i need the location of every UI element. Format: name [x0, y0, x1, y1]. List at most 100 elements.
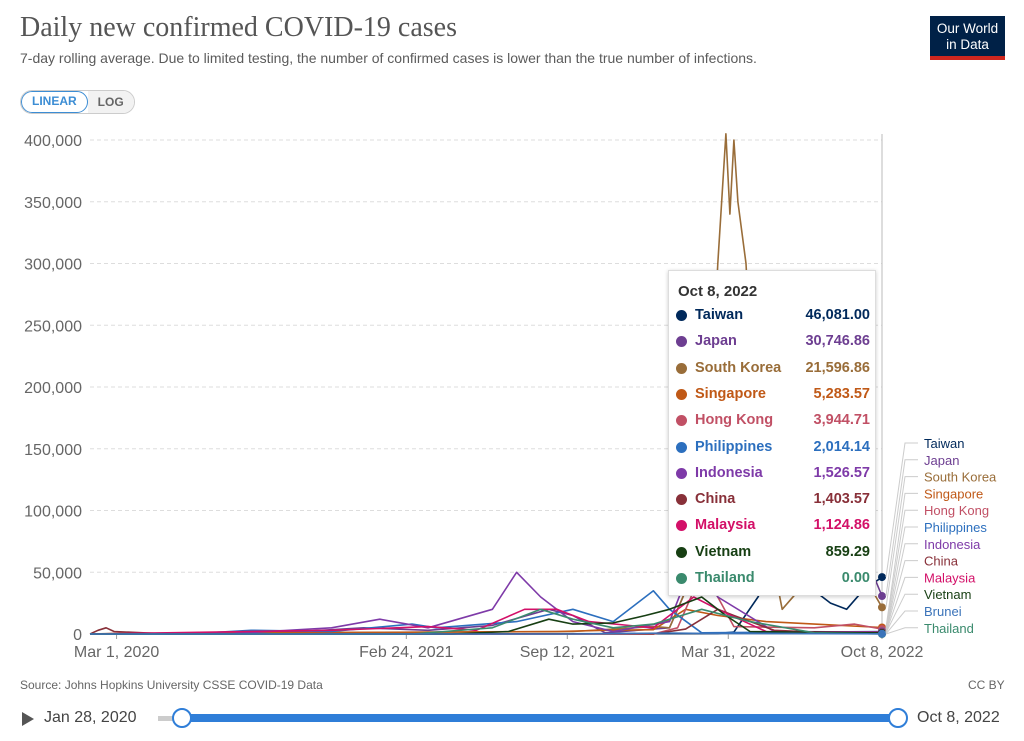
tooltip-series-value: 0.00 — [841, 570, 870, 586]
tooltip-series-value: 30,746.86 — [805, 333, 870, 350]
series-line-china — [89, 608, 883, 635]
end-label-philippines: Philippines — [924, 520, 987, 535]
end-label-vietnam: Vietnam — [924, 587, 971, 602]
y-tick-label: 100,000 — [24, 504, 82, 521]
legend-dot-icon — [676, 494, 687, 506]
end-label-malaysia: Malaysia — [924, 570, 976, 585]
end-dot-taiwan — [878, 573, 886, 582]
tooltip-series-name: Thailand — [695, 570, 755, 586]
timeline-slider: Jan 28, 2020 Oct 8, 2022 — [0, 700, 1024, 740]
tooltip-row: Thailand 0.00 — [676, 567, 870, 591]
chart-title: Daily new confirmed COVID-19 cases — [20, 12, 457, 43]
x-tick-label: Oct 8, 2022 — [841, 644, 924, 661]
end-label-indonesia: Indonesia — [924, 537, 981, 552]
end-dot-japan — [878, 592, 886, 601]
tooltip-series-name: Singapore — [695, 385, 766, 402]
y-tick-label: 300,000 — [24, 257, 82, 274]
x-tick-label: Feb 24, 2021 — [359, 644, 453, 661]
legend-dot-icon — [676, 546, 687, 558]
tooltip-series-name: Indonesia — [695, 464, 763, 481]
tooltip-row: South Korea 21,596.86 — [676, 357, 870, 381]
end-label-connector — [885, 442, 918, 578]
timeline-end-label: Oct 8, 2022 — [917, 709, 1000, 726]
series-line-thailand — [90, 608, 883, 635]
tooltip-series-name: Japan — [695, 333, 737, 350]
tooltip-row: Taiwan 46,081.00 — [676, 304, 870, 328]
end-label-connector — [885, 593, 918, 634]
x-tick-label: Mar 31, 2022 — [681, 644, 775, 661]
tooltip-series-value: 1,124.86 — [813, 517, 870, 534]
end-label-singapore: Singapore — [924, 486, 983, 501]
x-tick-label: Sep 12, 2021 — [520, 644, 615, 661]
end-label-connector — [885, 526, 918, 632]
y-tick-label: 150,000 — [24, 442, 82, 459]
tooltip-series-value: 1,403.57 — [813, 491, 870, 508]
tooltip-row: China 1,403.57 — [676, 488, 870, 512]
tooltip-series-value: 21,596.86 — [805, 359, 870, 376]
owid-logo[interactable]: Our World in Data — [930, 16, 1005, 60]
end-label-connector — [885, 610, 918, 635]
end-label-connector — [885, 492, 918, 628]
tooltip-series-value: 3,944.71 — [813, 412, 870, 429]
y-tick-label: 250,000 — [24, 318, 82, 335]
linear-scale-button[interactable]: LINEAR — [21, 91, 88, 113]
end-label-connector — [885, 627, 918, 635]
x-tick-label: Mar 1, 2020 — [74, 644, 159, 661]
tooltip-series-name: Hong Kong — [695, 412, 774, 429]
end-dot-brunei — [878, 629, 886, 638]
legend-dot-icon — [676, 362, 687, 374]
legend-dot-icon — [676, 573, 687, 584]
logo-accent-bar — [930, 56, 1005, 60]
series-line-brunei — [90, 632, 883, 635]
tooltip-row: Singapore 5,283.57 — [676, 383, 870, 407]
y-tick-label: 350,000 — [24, 195, 82, 212]
license-link[interactable]: CC BY — [968, 678, 1005, 692]
tooltip-series-name: China — [695, 491, 736, 508]
tooltip-series-name: South Korea — [695, 359, 782, 376]
legend-dot-icon — [676, 336, 687, 348]
end-label-connector — [885, 459, 918, 597]
end-label-connector — [885, 560, 918, 633]
end-label-japan: Japan — [924, 453, 959, 468]
end-label-brunei: Brunei — [924, 604, 962, 619]
tooltip-row: Vietnam 859.29 — [676, 541, 870, 565]
tooltip-series-value: 2,014.14 — [813, 438, 870, 455]
x-axis-ticks: Mar 1, 2020 Feb 24, 2021 Sep 12, 2021 Mar 3… — [74, 634, 924, 661]
tooltip-row: Philippines 2,014.14 — [676, 436, 870, 460]
source-note[interactable]: Source: Johns Hopkins University CSSE CO… — [20, 678, 323, 692]
end-label-connector — [885, 576, 918, 633]
tooltip-row: Malaysia 1,124.86 — [676, 514, 870, 538]
play-icon[interactable] — [22, 712, 34, 726]
legend-dot-icon — [676, 388, 687, 400]
chart-subtitle: 7-day rolling average. Due to limited te… — [20, 50, 757, 66]
legend-dot-icon — [676, 520, 687, 532]
tooltip-series-value: 859.29 — [825, 543, 870, 560]
tooltip-row: Indonesia 1,526.57 — [676, 462, 870, 486]
timeline-start-handle[interactable] — [172, 708, 192, 728]
tooltip-row: Japan 30,746.86 — [676, 330, 870, 354]
end-label-hong-kong: Hong Kong — [924, 503, 989, 518]
y-tick-label: 0 — [73, 627, 82, 644]
log-scale-button[interactable]: LOG — [87, 91, 134, 113]
series-line-malaysia — [89, 596, 883, 635]
series-lines — [89, 133, 883, 635]
end-label-connector — [885, 509, 918, 630]
logo-line-1: Our World — [936, 21, 999, 36]
tooltip-row: Hong Kong 3,944.71 — [676, 409, 870, 433]
y-tick-label: 400,000 — [24, 133, 82, 150]
scale-toggle: LINEAR LOG — [20, 90, 135, 114]
timeline-end-handle[interactable] — [888, 708, 908, 728]
y-axis-ticks: 0 50,000 100,000 150,000 200,000 250,000 300,0… — [24, 133, 82, 644]
end-label-connector — [885, 543, 918, 633]
legend-dot-icon — [676, 441, 687, 453]
tooltip-series-value: 46,081.00 — [805, 307, 870, 323]
legend-dot-icon — [676, 467, 687, 479]
y-tick-label: 50,000 — [33, 565, 82, 582]
end-label-china: China — [924, 554, 959, 569]
timeline-selected-range[interactable] — [182, 714, 898, 722]
end-label-thailand: Thailand — [924, 621, 974, 636]
series-end-dots — [878, 573, 886, 638]
tooltip-series-value: 1,526.57 — [813, 464, 870, 481]
tooltip-series-name: Taiwan — [695, 307, 744, 323]
